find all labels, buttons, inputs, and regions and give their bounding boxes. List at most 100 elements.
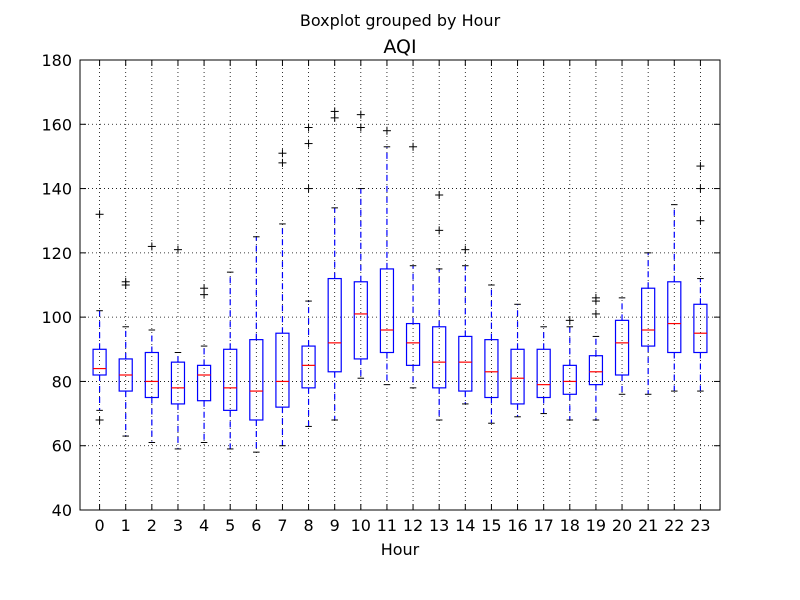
x-tick-label: 8: [303, 516, 313, 535]
box-group-hour-16: [510, 303, 525, 418]
box-group-hour-23: [693, 162, 708, 392]
y-tick-label: 60: [52, 437, 72, 456]
box: [249, 339, 264, 421]
box-group-hour-3: [170, 245, 186, 450]
flier: [278, 158, 287, 167]
y-tick-label: 80: [52, 372, 72, 391]
flier: [356, 123, 365, 132]
flier: [565, 316, 574, 325]
box: [196, 364, 212, 402]
box: [353, 281, 368, 360]
x-tick-label: 7: [277, 516, 287, 535]
flier: [95, 416, 104, 424]
y-tick-label: 140: [41, 180, 72, 199]
box-group-hour-21: [641, 252, 656, 395]
flier: [304, 184, 313, 193]
box: [144, 351, 159, 399]
flier: [304, 123, 313, 132]
x-tick-label: 10: [351, 516, 371, 535]
box-group-hour-7: [275, 149, 290, 447]
flier: [591, 293, 600, 302]
x-tick-label: 1: [121, 516, 131, 535]
x-tick-label: 6: [251, 516, 261, 535]
x-tick-label: 5: [225, 516, 235, 535]
flier: [696, 184, 705, 193]
box-group-hour-10: [353, 110, 368, 379]
x-tick-label: 15: [481, 516, 501, 535]
flier: [461, 245, 470, 254]
box: [458, 335, 473, 392]
grid-layer: [80, 60, 720, 510]
flier: [382, 126, 391, 135]
y-tick-label: 120: [41, 244, 72, 263]
box-group-hour-12: [405, 142, 421, 389]
box-group-hour-9: [327, 107, 342, 421]
box: [536, 348, 551, 399]
box-layer: [92, 107, 708, 453]
box: [432, 326, 447, 389]
x-tick-label: 16: [507, 516, 527, 535]
box: [614, 319, 630, 376]
box: [641, 287, 656, 347]
x-tick-label: 14: [455, 516, 475, 535]
y-tick-label: 40: [52, 501, 72, 520]
x-tick-label: 12: [403, 516, 423, 535]
x-tick-label: 13: [429, 516, 449, 535]
y-tick-label: 100: [41, 308, 72, 327]
box-group-hour-20: [614, 297, 630, 395]
flier: [696, 162, 705, 171]
box-group-hour-22: [667, 204, 682, 392]
box: [301, 345, 316, 389]
flier: [696, 216, 705, 225]
chart-suptitle: Boxplot grouped by Hour: [300, 11, 501, 30]
x-tick-label: 20: [612, 516, 632, 535]
box-group-hour-15: [484, 284, 499, 424]
flier: [278, 149, 287, 158]
x-tick-label: 23: [690, 516, 710, 535]
flier: [356, 110, 365, 119]
box: [693, 303, 708, 354]
flier: [121, 277, 130, 286]
box: [510, 348, 525, 405]
x-tick-label: 18: [560, 516, 580, 535]
x-tick-label: 21: [638, 516, 658, 535]
y-tick-label: 180: [41, 51, 72, 70]
box-group-hour-11: [379, 126, 395, 386]
box-group-hour-1: [118, 277, 133, 437]
box-group-hour-19: [588, 293, 604, 421]
flier: [591, 309, 600, 318]
box-group-hour-8: [301, 123, 316, 427]
box: [405, 322, 421, 366]
x-axis-label: Hour: [381, 540, 420, 559]
box: [667, 281, 682, 354]
box-group-hour-18: [562, 316, 577, 421]
box: [484, 339, 499, 399]
chart-title: AQI: [383, 36, 416, 58]
plot-frame: [79, 59, 721, 511]
box: [92, 348, 107, 376]
box: [327, 277, 342, 373]
flier: [435, 226, 444, 235]
x-tick-label: 19: [586, 516, 606, 535]
box-group-hour-14: [458, 245, 473, 405]
flier: [304, 139, 313, 148]
x-tick-label: 3: [173, 516, 183, 535]
box: [562, 364, 577, 395]
box: [588, 355, 604, 386]
y-tick-label: 160: [41, 115, 72, 134]
box: [170, 361, 186, 405]
box-group-hour-13: [432, 191, 447, 421]
box: [275, 332, 290, 408]
box-group-hour-17: [536, 326, 551, 415]
box-group-hour-4: [196, 284, 212, 443]
x-tick-label: 22: [664, 516, 684, 535]
x-tick-label: 17: [533, 516, 553, 535]
x-tick-label: 4: [199, 516, 209, 535]
x-tick-label: 0: [94, 516, 104, 535]
x-tick-label: 2: [147, 516, 157, 535]
flier: [330, 107, 339, 116]
x-tick-label: 11: [377, 516, 397, 535]
